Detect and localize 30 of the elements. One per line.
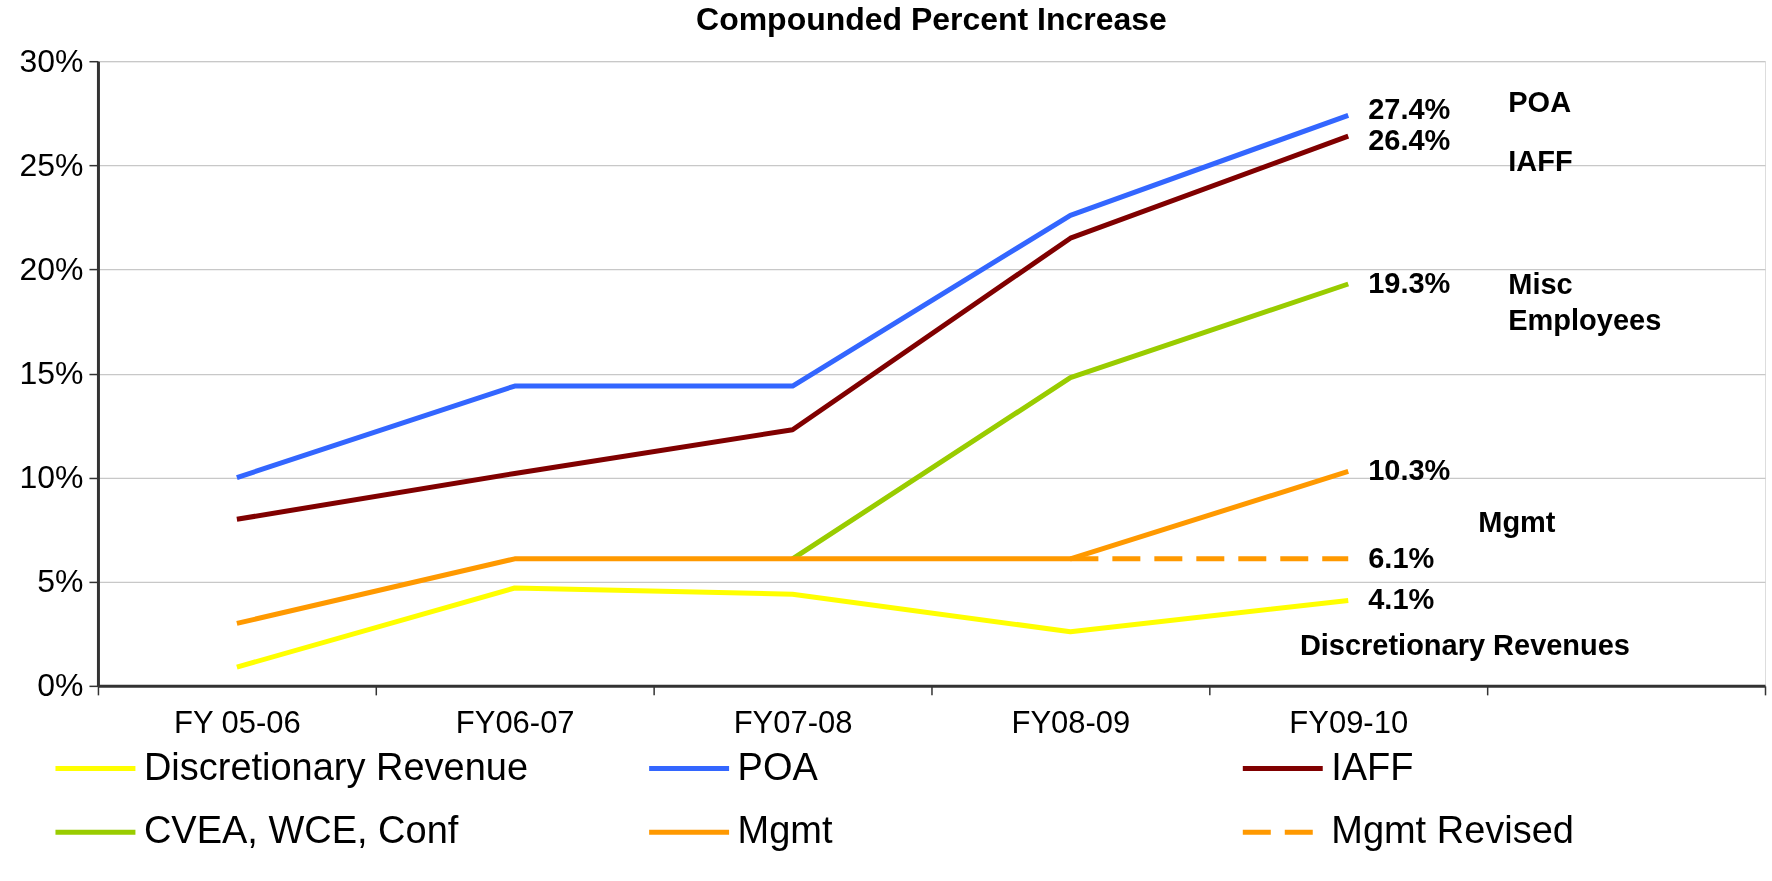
annotation: Discretionary Revenues — [1299, 629, 1630, 662]
y-tick-label: 20% — [19, 250, 84, 287]
annotation: POA — [1508, 86, 1572, 119]
data-label: 4.1% — [1368, 583, 1435, 616]
y-tick-label: 15% — [19, 355, 84, 392]
annotation: IAFF — [1508, 144, 1573, 177]
legend-label: Mgmt Revised — [1331, 809, 1574, 852]
x-tick-label: FY08-09 — [1011, 705, 1131, 741]
y-tick-label: 0% — [37, 667, 84, 704]
data-label: 26.4% — [1368, 124, 1451, 157]
annotation: Mgmt — [1478, 506, 1556, 539]
y-tick-label: 30% — [19, 42, 84, 79]
x-tick-label: FY 05-06 — [173, 705, 301, 741]
y-tick-label: 5% — [37, 563, 84, 600]
legend-label: Discretionary Revenue — [143, 745, 529, 788]
data-label: 10.3% — [1368, 454, 1451, 487]
x-tick-label: FY07-08 — [733, 705, 853, 741]
x-tick-label: FY09-10 — [1289, 705, 1409, 741]
y-tick-label: 10% — [19, 459, 84, 496]
legend-label: POA — [737, 745, 819, 788]
legend-label: CVEA, WCE, Conf — [143, 809, 459, 852]
y-tick-label: 25% — [19, 146, 84, 183]
chart-title: Compounded Percent Increase — [696, 1, 1167, 38]
data-label: 27.4% — [1368, 93, 1451, 126]
data-label: 19.3% — [1368, 266, 1451, 299]
annotation: Misc Employees — [1508, 267, 1662, 336]
data-label: 6.1% — [1368, 541, 1435, 574]
x-tick-label: FY06-07 — [455, 705, 575, 741]
legend-label: Mgmt — [737, 809, 833, 852]
legend-label: IAFF — [1331, 745, 1414, 788]
